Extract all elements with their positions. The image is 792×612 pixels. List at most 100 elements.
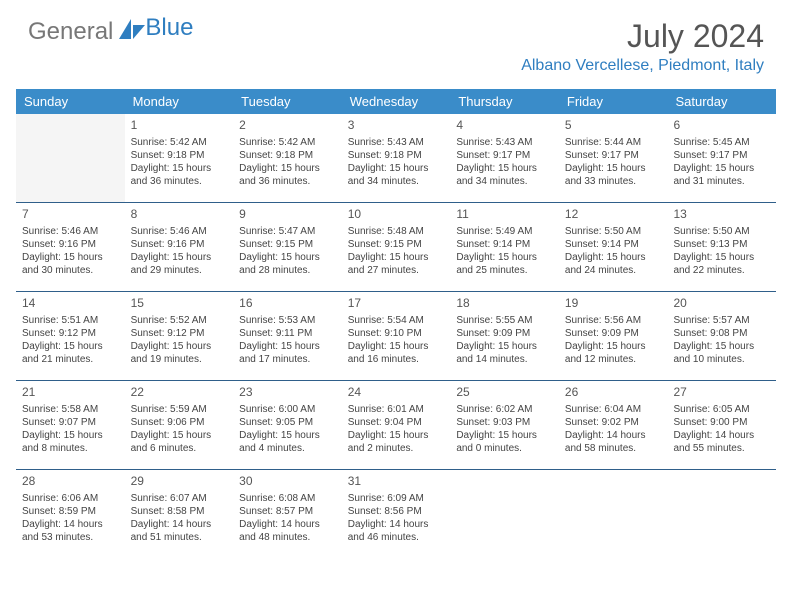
daylight-text: Daylight: 15 hours and 21 minutes. (22, 340, 119, 366)
calendar-cell (450, 470, 559, 558)
logo-sail-icon (119, 18, 145, 46)
daylight-text: Daylight: 15 hours and 12 minutes. (565, 340, 662, 366)
daylight-text: Daylight: 15 hours and 2 minutes. (348, 429, 445, 455)
sunrise-text: Sunrise: 5:48 AM (348, 225, 445, 238)
sunset-text: Sunset: 9:15 PM (239, 238, 336, 251)
day-number: 13 (673, 207, 770, 223)
sunset-text: Sunset: 9:13 PM (673, 238, 770, 251)
calendar: SundayMondayTuesdayWednesdayThursdayFrid… (16, 89, 776, 558)
calendar-cell: 28Sunrise: 6:06 AMSunset: 8:59 PMDayligh… (16, 470, 125, 558)
sunset-text: Sunset: 9:00 PM (673, 416, 770, 429)
calendar-cell: 14Sunrise: 5:51 AMSunset: 9:12 PMDayligh… (16, 292, 125, 380)
calendar-cell: 7 Sunrise: 5:46 AMSunset: 9:16 PMDaylight… (16, 203, 125, 291)
day-number: 27 (673, 385, 770, 401)
sunset-text: Sunset: 9:11 PM (239, 327, 336, 340)
daylight-text: Daylight: 14 hours and 58 minutes. (565, 429, 662, 455)
calendar-cell: 6Sunrise: 5:45 AMSunset: 9:17 PMDaylight… (667, 114, 776, 202)
daylight-text: Daylight: 15 hours and 10 minutes. (673, 340, 770, 366)
daylight-text: Daylight: 15 hours and 16 minutes. (348, 340, 445, 366)
daylight-text: Daylight: 15 hours and 8 minutes. (22, 429, 119, 455)
sunset-text: Sunset: 9:18 PM (239, 149, 336, 162)
day-number: 7 (22, 207, 119, 223)
sunrise-text: Sunrise: 5:58 AM (22, 403, 119, 416)
logo-text-2: Blue (145, 14, 193, 42)
sunset-text: Sunset: 9:16 PM (22, 238, 119, 251)
calendar-cell: 3Sunrise: 5:43 AMSunset: 9:18 PMDaylight… (342, 114, 451, 202)
calendar-cell: 9Sunrise: 5:47 AMSunset: 9:15 PMDaylight… (233, 203, 342, 291)
location-label: Albano Vercellese, Piedmont, Italy (521, 57, 764, 75)
sunset-text: Sunset: 9:05 PM (239, 416, 336, 429)
day-number: 23 (239, 385, 336, 401)
day-header-cell: Thursday (450, 89, 559, 114)
calendar-cell: 17Sunrise: 5:54 AMSunset: 9:10 PMDayligh… (342, 292, 451, 380)
sunrise-text: Sunrise: 5:59 AM (131, 403, 228, 416)
daylight-text: Daylight: 15 hours and 36 minutes. (131, 162, 228, 188)
calendar-cell: 23Sunrise: 6:00 AMSunset: 9:05 PMDayligh… (233, 381, 342, 469)
day-number: 5 (565, 118, 662, 134)
sunset-text: Sunset: 9:04 PM (348, 416, 445, 429)
day-number: 11 (456, 207, 553, 223)
sunrise-text: Sunrise: 5:44 AM (565, 136, 662, 149)
day-number: 19 (565, 296, 662, 312)
day-header-cell: Saturday (667, 89, 776, 114)
day-number: 2 (239, 118, 336, 134)
day-number: 20 (673, 296, 770, 312)
sunrise-text: Sunrise: 6:00 AM (239, 403, 336, 416)
calendar-cell: 24Sunrise: 6:01 AMSunset: 9:04 PMDayligh… (342, 381, 451, 469)
calendar-cell (559, 470, 668, 558)
daylight-text: Daylight: 15 hours and 0 minutes. (456, 429, 553, 455)
calendar-cell: 13Sunrise: 5:50 AMSunset: 9:13 PMDayligh… (667, 203, 776, 291)
sunset-text: Sunset: 9:16 PM (131, 238, 228, 251)
daylight-text: Daylight: 15 hours and 34 minutes. (456, 162, 553, 188)
daylight-text: Daylight: 14 hours and 48 minutes. (239, 518, 336, 544)
calendar-cell: 10Sunrise: 5:48 AMSunset: 9:15 PMDayligh… (342, 203, 451, 291)
day-number: 22 (131, 385, 228, 401)
calendar-cell: 18Sunrise: 5:55 AMSunset: 9:09 PMDayligh… (450, 292, 559, 380)
day-number: 29 (131, 474, 228, 490)
calendar-cell: 20Sunrise: 5:57 AMSunset: 9:08 PMDayligh… (667, 292, 776, 380)
sunset-text: Sunset: 9:12 PM (22, 327, 119, 340)
sunset-text: Sunset: 9:18 PM (131, 149, 228, 162)
calendar-week: 1Sunrise: 5:42 AMSunset: 9:18 PMDaylight… (16, 114, 776, 202)
calendar-cell: 30Sunrise: 6:08 AMSunset: 8:57 PMDayligh… (233, 470, 342, 558)
day-number: 30 (239, 474, 336, 490)
sunrise-text: Sunrise: 6:01 AM (348, 403, 445, 416)
sunset-text: Sunset: 8:57 PM (239, 505, 336, 518)
day-number: 25 (456, 385, 553, 401)
day-number: 15 (131, 296, 228, 312)
daylight-text: Daylight: 15 hours and 28 minutes. (239, 251, 336, 277)
sunrise-text: Sunrise: 5:42 AM (131, 136, 228, 149)
sunrise-text: Sunrise: 5:50 AM (565, 225, 662, 238)
sunrise-text: Sunrise: 6:09 AM (348, 492, 445, 505)
sunrise-text: Sunrise: 5:46 AM (22, 225, 119, 238)
sunrise-text: Sunrise: 5:45 AM (673, 136, 770, 149)
day-number: 21 (22, 385, 119, 401)
sunset-text: Sunset: 9:03 PM (456, 416, 553, 429)
day-number: 12 (565, 207, 662, 223)
day-number: 6 (673, 118, 770, 134)
sunrise-text: Sunrise: 5:56 AM (565, 314, 662, 327)
calendar-cell: 8Sunrise: 5:46 AMSunset: 9:16 PMDaylight… (125, 203, 234, 291)
daylight-text: Daylight: 15 hours and 30 minutes. (22, 251, 119, 277)
day-number: 3 (348, 118, 445, 134)
calendar-cell: 26Sunrise: 6:04 AMSunset: 9:02 PMDayligh… (559, 381, 668, 469)
day-number: 8 (131, 207, 228, 223)
daylight-text: Daylight: 15 hours and 33 minutes. (565, 162, 662, 188)
daylight-text: Daylight: 15 hours and 36 minutes. (239, 162, 336, 188)
sunset-text: Sunset: 9:08 PM (673, 327, 770, 340)
calendar-cell (667, 470, 776, 558)
day-number: 14 (22, 296, 119, 312)
sunrise-text: Sunrise: 6:04 AM (565, 403, 662, 416)
sunrise-text: Sunrise: 5:49 AM (456, 225, 553, 238)
daylight-text: Daylight: 14 hours and 46 minutes. (348, 518, 445, 544)
daylight-text: Daylight: 15 hours and 6 minutes. (131, 429, 228, 455)
calendar-cell: 1Sunrise: 5:42 AMSunset: 9:18 PMDaylight… (125, 114, 234, 202)
sunset-text: Sunset: 9:14 PM (565, 238, 662, 251)
day-number: 10 (348, 207, 445, 223)
calendar-cell: 11Sunrise: 5:49 AMSunset: 9:14 PMDayligh… (450, 203, 559, 291)
calendar-cell: 29Sunrise: 6:07 AMSunset: 8:58 PMDayligh… (125, 470, 234, 558)
sunrise-text: Sunrise: 6:07 AM (131, 492, 228, 505)
calendar-cell: 15Sunrise: 5:52 AMSunset: 9:12 PMDayligh… (125, 292, 234, 380)
sunset-text: Sunset: 9:02 PM (565, 416, 662, 429)
calendar-cell (16, 114, 125, 202)
